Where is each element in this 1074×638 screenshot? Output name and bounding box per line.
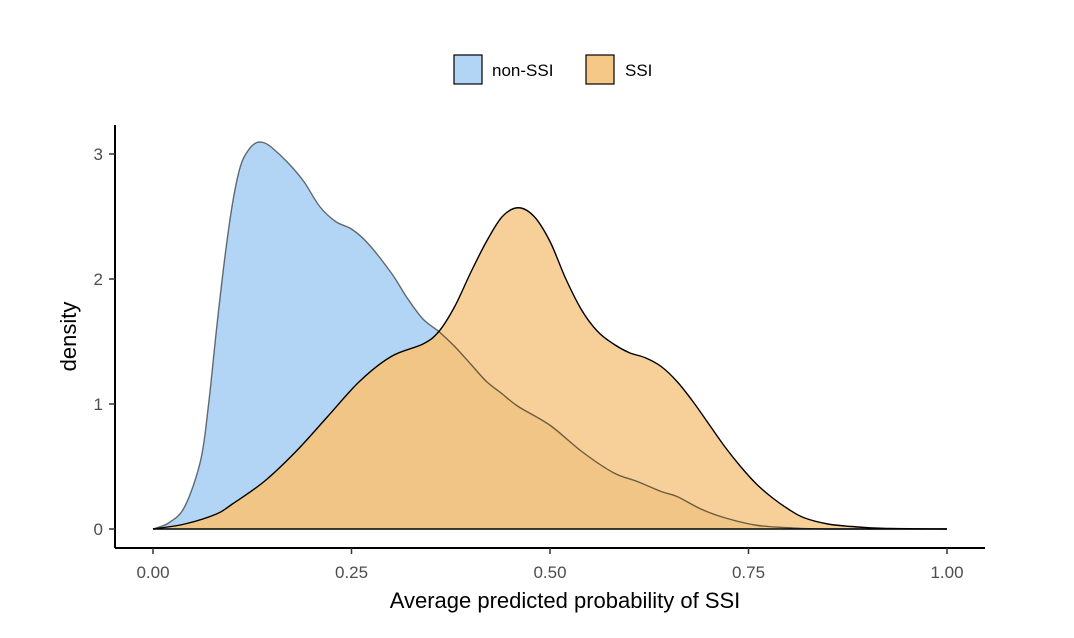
- y-tick-label: 3: [94, 145, 103, 164]
- legend: non-SSI SSI: [453, 54, 652, 85]
- legend-label-ssi: SSI: [625, 61, 652, 80]
- density-line-non-ssi: [152, 141, 948, 530]
- y-tick-label: 0: [94, 520, 103, 539]
- y-tick-label: 2: [94, 270, 103, 289]
- legend-key-non-ssi: [453, 54, 483, 85]
- x-tick-label: 0.75: [732, 563, 765, 582]
- x-tick-label: 1.00: [930, 563, 963, 582]
- x-axis-ticks: 0.00 0.25 0.50 0.75 1.00: [136, 548, 964, 582]
- legend-label-non-ssi: non-SSI: [492, 61, 553, 80]
- y-axis-title: density: [56, 302, 81, 372]
- y-tick-label: 1: [94, 395, 103, 414]
- axes-layer: 0.00 0.25 0.50 0.75 1.00 0 1 2 3: [94, 125, 985, 582]
- y-axis-ticks: 0 1 2 3: [94, 145, 115, 539]
- density-line-ssi: [152, 207, 948, 530]
- x-tick-label: 0.00: [136, 563, 169, 582]
- x-axis-title: Average predicted probability of SSI: [390, 588, 741, 613]
- density-series-layer: [152, 141, 948, 530]
- x-tick-label: 0.25: [335, 563, 368, 582]
- density-area-ssi: [153, 207, 947, 529]
- legend-key-ssi: [585, 54, 615, 85]
- x-tick-label: 0.50: [533, 563, 566, 582]
